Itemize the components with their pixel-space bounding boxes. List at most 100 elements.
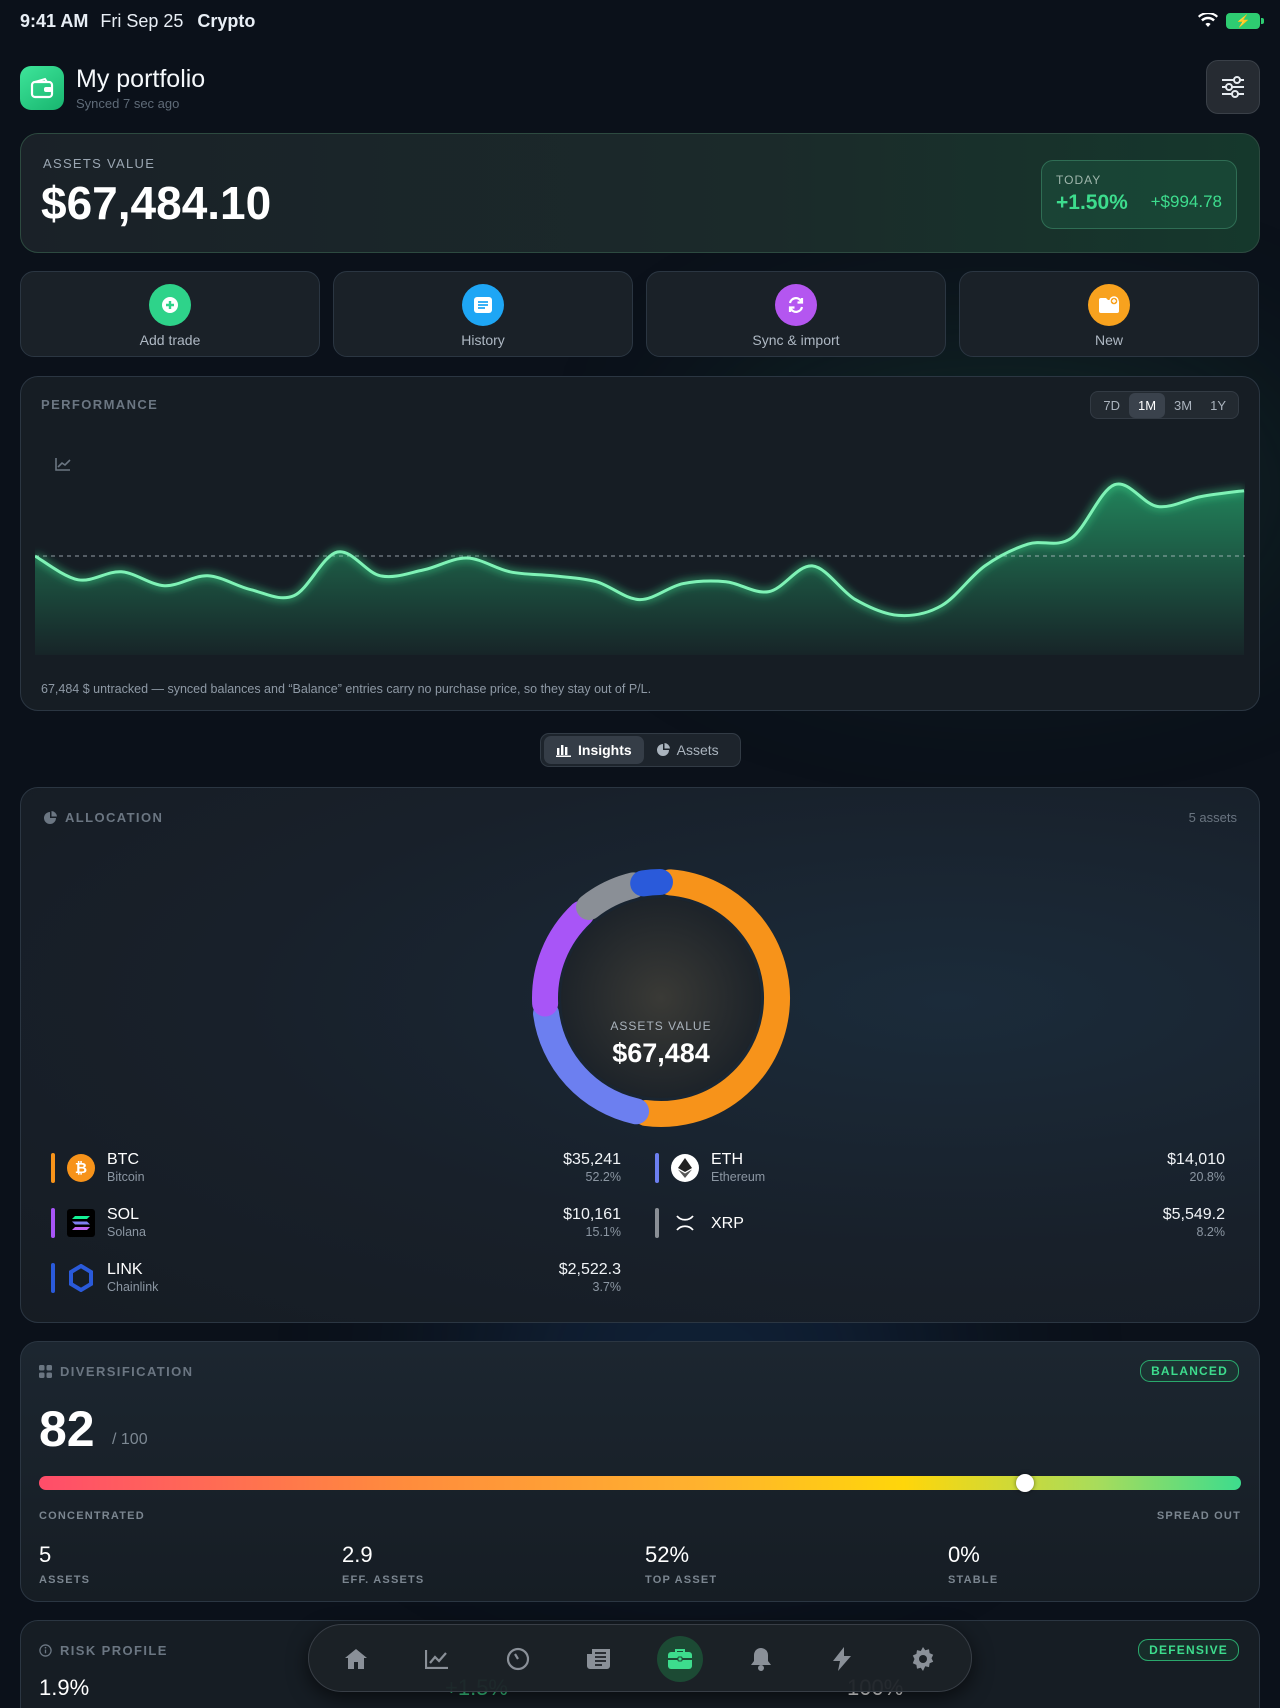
bolt-icon[interactable] xyxy=(819,1636,865,1682)
info-icon xyxy=(39,1644,52,1657)
portfolio-icon[interactable] xyxy=(657,1636,703,1682)
header: My portfolio Synced 7 sec ago xyxy=(20,60,1260,116)
range-1y[interactable]: 1Y xyxy=(1210,397,1226,413)
legend-item-btc[interactable]: ₿ BTC Bitcoin $35,241 52.2% xyxy=(51,1148,621,1188)
pie-chart-icon xyxy=(656,743,670,756)
bell-icon[interactable] xyxy=(738,1636,784,1682)
assets-value-label: ASSETS VALUE xyxy=(43,156,156,171)
today-change-box: TODAY +1.50% +$994.78 xyxy=(1041,160,1237,229)
donut-center-label: ASSETS VALUE xyxy=(610,1019,712,1033)
solana-icon xyxy=(67,1209,95,1237)
tab-assets[interactable]: Assets xyxy=(644,736,731,764)
asset-count: 5 assets xyxy=(1188,810,1237,825)
asset-percent: 20.8% xyxy=(1189,1170,1225,1184)
performance-area xyxy=(35,483,1244,655)
untracked-note-text: 67,484 $ untracked — synced balances and… xyxy=(41,682,652,696)
asset-symbol: BTC xyxy=(107,1151,139,1168)
donut-segment-sol xyxy=(532,900,595,1017)
wallet-icon xyxy=(20,66,64,110)
page-title: My portfolio xyxy=(76,65,206,93)
stat-value: 52% xyxy=(645,1542,690,1567)
chainlink-icon xyxy=(67,1264,95,1292)
diversification-title: DIVERSIFICATION xyxy=(39,1364,193,1379)
tab-insights-label: Insights xyxy=(578,742,632,758)
battery-icon: ⚡ xyxy=(1226,13,1264,29)
donut-segment-btc xyxy=(633,869,790,1127)
ethereum-icon xyxy=(671,1154,699,1182)
plus-circle-icon xyxy=(149,284,191,326)
stat-value: 0% xyxy=(948,1542,980,1567)
home-icon[interactable] xyxy=(333,1636,379,1682)
asset-symbol: LINK xyxy=(107,1261,143,1278)
asset-amount: $5,549.2 xyxy=(1162,1206,1225,1223)
stat-label: ASSETS xyxy=(39,1574,91,1586)
stat-eff-assets: 2.9 EFF. ASSETS xyxy=(342,1542,424,1586)
pie-chart-icon xyxy=(44,810,57,824)
range-selector: 7D 1M 3M 1Y xyxy=(1090,391,1239,419)
asset-amount: $2,522.3 xyxy=(558,1261,621,1278)
range-3m[interactable]: 3M xyxy=(1174,397,1193,413)
risk-profile-title-text: RISK PROFILE xyxy=(60,1643,168,1658)
status-bar: 9:41 AM Fri Sep 25 Crypto ⚡ xyxy=(20,10,1264,32)
allocation-card: ALLOCATION 5 assets ASSETS VALUE $67,484… xyxy=(20,787,1260,1323)
bitcoin-icon: ₿ xyxy=(67,1154,95,1182)
asset-amount: $35,241 xyxy=(563,1151,621,1168)
tab-insights[interactable]: Insights xyxy=(544,736,644,764)
allocation-donut: ASSETS VALUE $67,484 xyxy=(511,848,811,1148)
grid-icon xyxy=(39,1365,52,1378)
new-button[interactable]: New xyxy=(959,271,1259,357)
asset-symbol: SOL xyxy=(107,1206,140,1223)
history-button[interactable]: History xyxy=(333,271,633,357)
today-percent: +1.50% xyxy=(1056,191,1128,214)
asset-symbol: XRP xyxy=(711,1215,744,1232)
asset-symbol: ETH xyxy=(711,1151,743,1168)
settings-icon[interactable] xyxy=(900,1636,946,1682)
folder-plus-icon xyxy=(1088,284,1130,326)
view-toggle: Insights Assets xyxy=(540,733,741,767)
filter-settings-button[interactable] xyxy=(1206,60,1260,114)
risk-value: 1.9% xyxy=(39,1675,90,1700)
diversification-card: DIVERSIFICATION BALANCED 82 / 100 CONCEN… xyxy=(20,1341,1260,1602)
line-chart-icon xyxy=(55,458,71,471)
donut-segment-eth xyxy=(533,1000,650,1125)
diversification-title-text: DIVERSIFICATION xyxy=(60,1364,194,1379)
donut-center-value: $67,484 xyxy=(612,1038,710,1068)
legend-item-sol[interactable]: SOL Solana $10,161 15.1% xyxy=(51,1203,621,1243)
range-1m[interactable]: 1M xyxy=(1128,392,1166,418)
performance-chart xyxy=(35,480,1245,655)
performance-title: PERFORMANCE xyxy=(41,397,159,471)
asset-name: Solana xyxy=(107,1225,146,1239)
diversification-score: 82 xyxy=(39,1401,95,1457)
stat-top-asset: 52% TOP ASSET xyxy=(645,1542,717,1586)
asset-percent: 8.2% xyxy=(1196,1225,1226,1239)
risk-profile-title: RISK PROFILE xyxy=(39,1643,168,1658)
sliders-icon xyxy=(1222,76,1244,98)
stat-label: EFF. ASSETS xyxy=(342,1574,425,1586)
xrp-icon xyxy=(671,1209,699,1237)
legend-item-eth[interactable]: ETH Ethereum $14,010 20.8% xyxy=(655,1148,1225,1188)
assets-value-card: ASSETS VALUE $67,484.10 TODAY +1.50% +$9… xyxy=(20,133,1260,253)
performance-title-text: PERFORMANCE xyxy=(41,397,159,412)
asset-percent: 15.1% xyxy=(585,1225,621,1239)
score-max: / 100 xyxy=(112,1431,148,1448)
donut-segment-xrp xyxy=(576,872,647,921)
asset-amount: $10,161 xyxy=(563,1206,621,1223)
add-trade-button[interactable]: Add trade xyxy=(20,271,320,357)
legend-item-link[interactable]: LINK Chainlink $2,522.3 3.7% xyxy=(51,1258,621,1298)
asset-amount: $14,010 xyxy=(1167,1151,1225,1168)
sync-status: Synced 7 sec ago xyxy=(76,96,180,111)
sync-icon xyxy=(775,284,817,326)
wifi-icon xyxy=(1198,13,1218,27)
asset-name: Bitcoin xyxy=(107,1170,145,1184)
asset-name: Chainlink xyxy=(107,1280,159,1294)
status-badge: BALANCED xyxy=(1140,1360,1239,1382)
chart-icon[interactable] xyxy=(414,1636,460,1682)
asset-percent: 3.7% xyxy=(592,1280,622,1294)
legend-item-xrp[interactable]: XRP $5,549.2 8.2% xyxy=(655,1203,1225,1243)
history-label: History xyxy=(461,332,505,348)
gauge-icon[interactable] xyxy=(495,1636,541,1682)
sync-import-button[interactable]: Sync & import xyxy=(646,271,946,357)
range-7d[interactable]: 7D xyxy=(1103,397,1120,413)
donut-segment-link xyxy=(630,869,673,897)
news-icon[interactable] xyxy=(576,1636,622,1682)
